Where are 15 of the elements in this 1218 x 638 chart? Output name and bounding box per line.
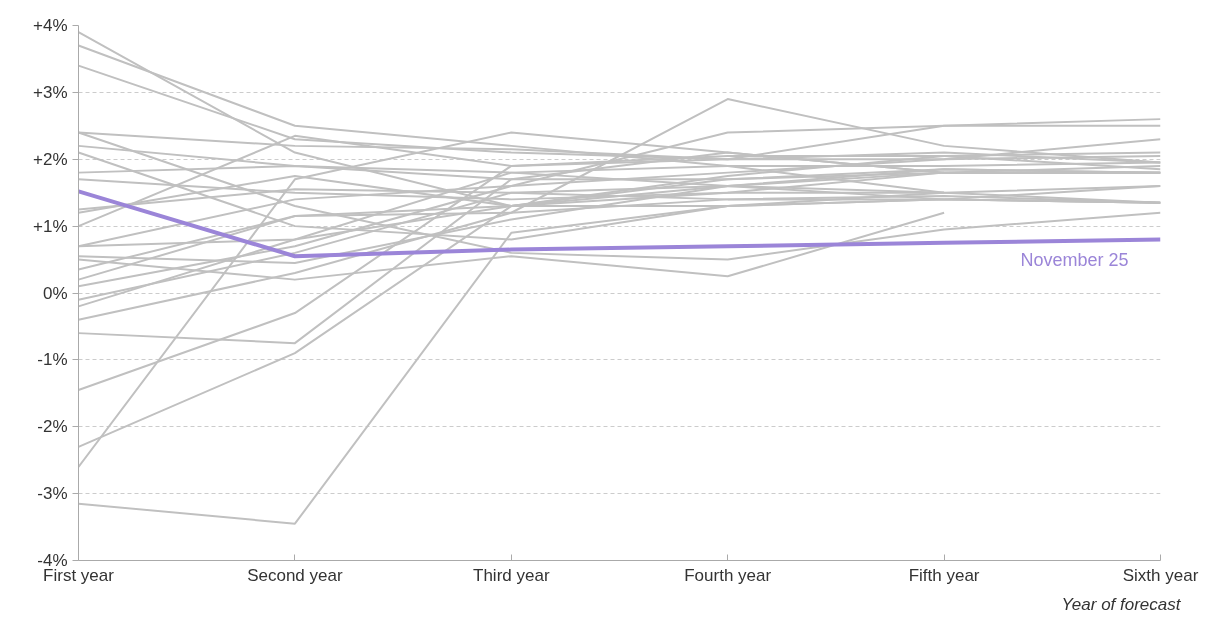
y-tick-label: +4%: [33, 16, 68, 35]
x-tick-label: Fourth year: [684, 565, 772, 585]
y-tick-label: 0%: [42, 283, 68, 303]
series-label: November 25: [1020, 249, 1129, 270]
y-tick-label: -2%: [37, 417, 68, 437]
x-tick-label: Fifth year: [908, 565, 980, 585]
y-tick-label: +3%: [33, 82, 68, 102]
y-tick-label: -1%: [37, 350, 68, 370]
y-tick-label: +2%: [33, 149, 68, 169]
x-axis-title: Year of forecast: [1061, 594, 1182, 614]
x-tick-label: Sixth year: [1122, 565, 1199, 585]
y-tick-label: +1%: [33, 216, 68, 236]
x-tick-label: Second year: [247, 565, 343, 585]
x-tick-label: Third year: [473, 565, 550, 585]
y-tick-label: -3%: [37, 484, 68, 504]
